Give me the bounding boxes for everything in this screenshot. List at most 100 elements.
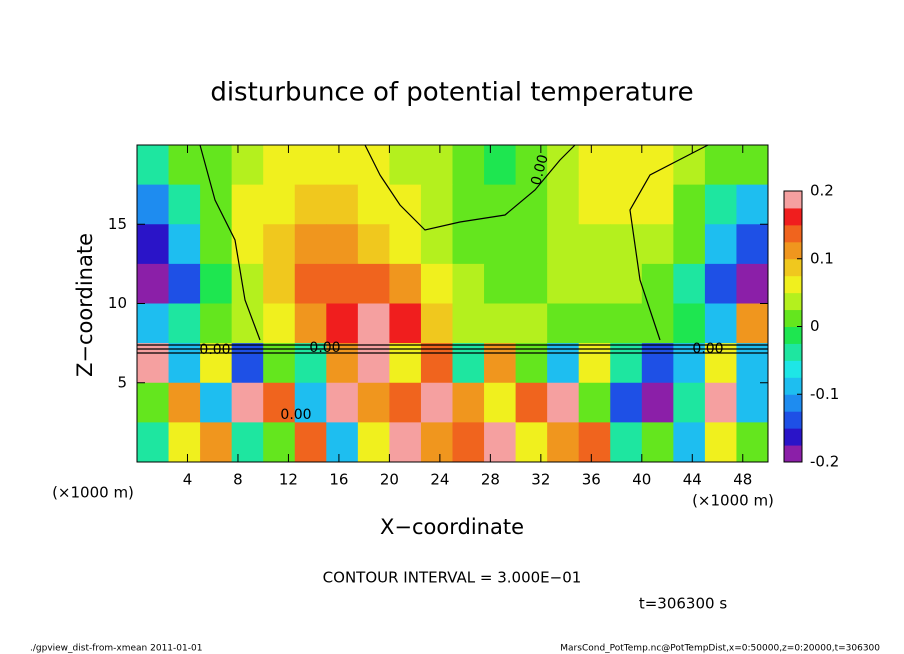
colorbar: -0.2 -0.1 0 0.1 0.2 — [783, 182, 839, 471]
field-cell — [200, 224, 233, 265]
field-cell — [357, 224, 390, 265]
field-cell — [200, 303, 233, 344]
y-tick-label: 15 — [108, 215, 127, 233]
field-cell — [641, 224, 674, 265]
field-cell — [263, 263, 296, 304]
field-cell — [231, 343, 264, 384]
field-cell — [673, 263, 706, 304]
time-label: t=306300 s — [639, 595, 727, 613]
field-cell — [357, 422, 390, 463]
field-cell — [389, 303, 422, 344]
field-cell — [231, 263, 264, 304]
field-cell — [704, 184, 737, 225]
field-cell — [137, 224, 170, 265]
field-cell — [357, 382, 390, 423]
field-cell — [641, 382, 674, 423]
field-cell — [673, 343, 706, 384]
contour-label: 0.00 — [692, 341, 723, 357]
field-cell — [704, 303, 737, 344]
field-cell — [610, 303, 643, 344]
colorbar-swatch — [784, 394, 802, 412]
field-cell — [736, 224, 769, 265]
colorbar-tick-label: 0 — [810, 317, 820, 335]
field-cell — [673, 303, 706, 344]
field-cell — [547, 145, 580, 186]
field-cell — [547, 422, 580, 463]
field-cell — [673, 184, 706, 225]
field-cell — [736, 382, 769, 423]
field-cell — [137, 382, 170, 423]
field-cell — [137, 263, 170, 304]
field-cell — [704, 343, 737, 384]
field-cell — [610, 422, 643, 463]
colorbar-swatch — [784, 241, 802, 260]
y-tick-label: 5 — [117, 373, 127, 391]
field-cell — [326, 303, 359, 344]
field-cell — [515, 184, 548, 225]
field-cell — [484, 224, 517, 265]
colorbar-tick-label: 0.2 — [810, 182, 834, 200]
field-cell — [578, 263, 611, 304]
x-tick-label: 16 — [329, 471, 348, 489]
field-cell — [263, 343, 296, 384]
field-cell — [420, 422, 453, 463]
field-cell — [263, 184, 296, 225]
field-cell — [673, 422, 706, 463]
field-cell — [231, 145, 264, 186]
field-cell — [294, 422, 327, 463]
field-cell — [610, 263, 643, 304]
field-cell — [294, 184, 327, 225]
field-cell — [263, 145, 296, 186]
field-cell — [294, 303, 327, 344]
field-cell — [420, 303, 453, 344]
field-cell — [389, 263, 422, 304]
field-cell — [704, 382, 737, 423]
field — [137, 145, 769, 463]
field-cell — [484, 382, 517, 423]
field-cell — [515, 224, 548, 265]
field-cell — [326, 382, 359, 423]
field-cell — [200, 343, 233, 384]
field-cell — [547, 343, 580, 384]
x-tick-label: 20 — [380, 471, 399, 489]
field-cell — [326, 184, 359, 225]
x-tick-label: 4 — [183, 471, 193, 489]
field-cell — [547, 382, 580, 423]
colorbar-swatch — [784, 445, 802, 463]
field-cell — [673, 224, 706, 265]
field-cell — [484, 145, 517, 186]
field-cell — [231, 224, 264, 265]
field-cell — [231, 422, 264, 463]
field-cell — [515, 343, 548, 384]
colorbar-swatch — [784, 258, 802, 277]
field-cell — [578, 184, 611, 225]
field-cell — [578, 422, 611, 463]
field-cell — [420, 184, 453, 225]
contour-label: 0.00 — [280, 407, 311, 423]
contour-label: 0.00 — [199, 342, 230, 358]
field-cell — [200, 382, 233, 423]
field-cell — [452, 422, 485, 463]
field-cell — [578, 145, 611, 186]
field-cell — [168, 303, 201, 344]
y-tick-label: 10 — [108, 294, 127, 312]
field-cell — [420, 343, 453, 384]
colorbar-swatch — [784, 411, 802, 429]
field-cell — [357, 145, 390, 186]
x-tick-label: 36 — [582, 471, 601, 489]
colorbar-swatch — [784, 207, 802, 226]
contour-lines — [137, 144, 768, 354]
field-cell — [484, 422, 517, 463]
field-cell — [389, 382, 422, 423]
x-unit-right: (×1000 m) — [692, 492, 774, 510]
x-tick-label: 44 — [683, 471, 702, 489]
x-tick-label: 32 — [531, 471, 550, 489]
field-cell — [389, 145, 422, 186]
field-cell — [515, 422, 548, 463]
x-unit-left: (×1000 m) — [52, 484, 134, 502]
field-cell — [736, 422, 769, 463]
field-cell — [641, 343, 674, 384]
field-cell — [704, 224, 737, 265]
x-tick-label: 12 — [279, 471, 298, 489]
